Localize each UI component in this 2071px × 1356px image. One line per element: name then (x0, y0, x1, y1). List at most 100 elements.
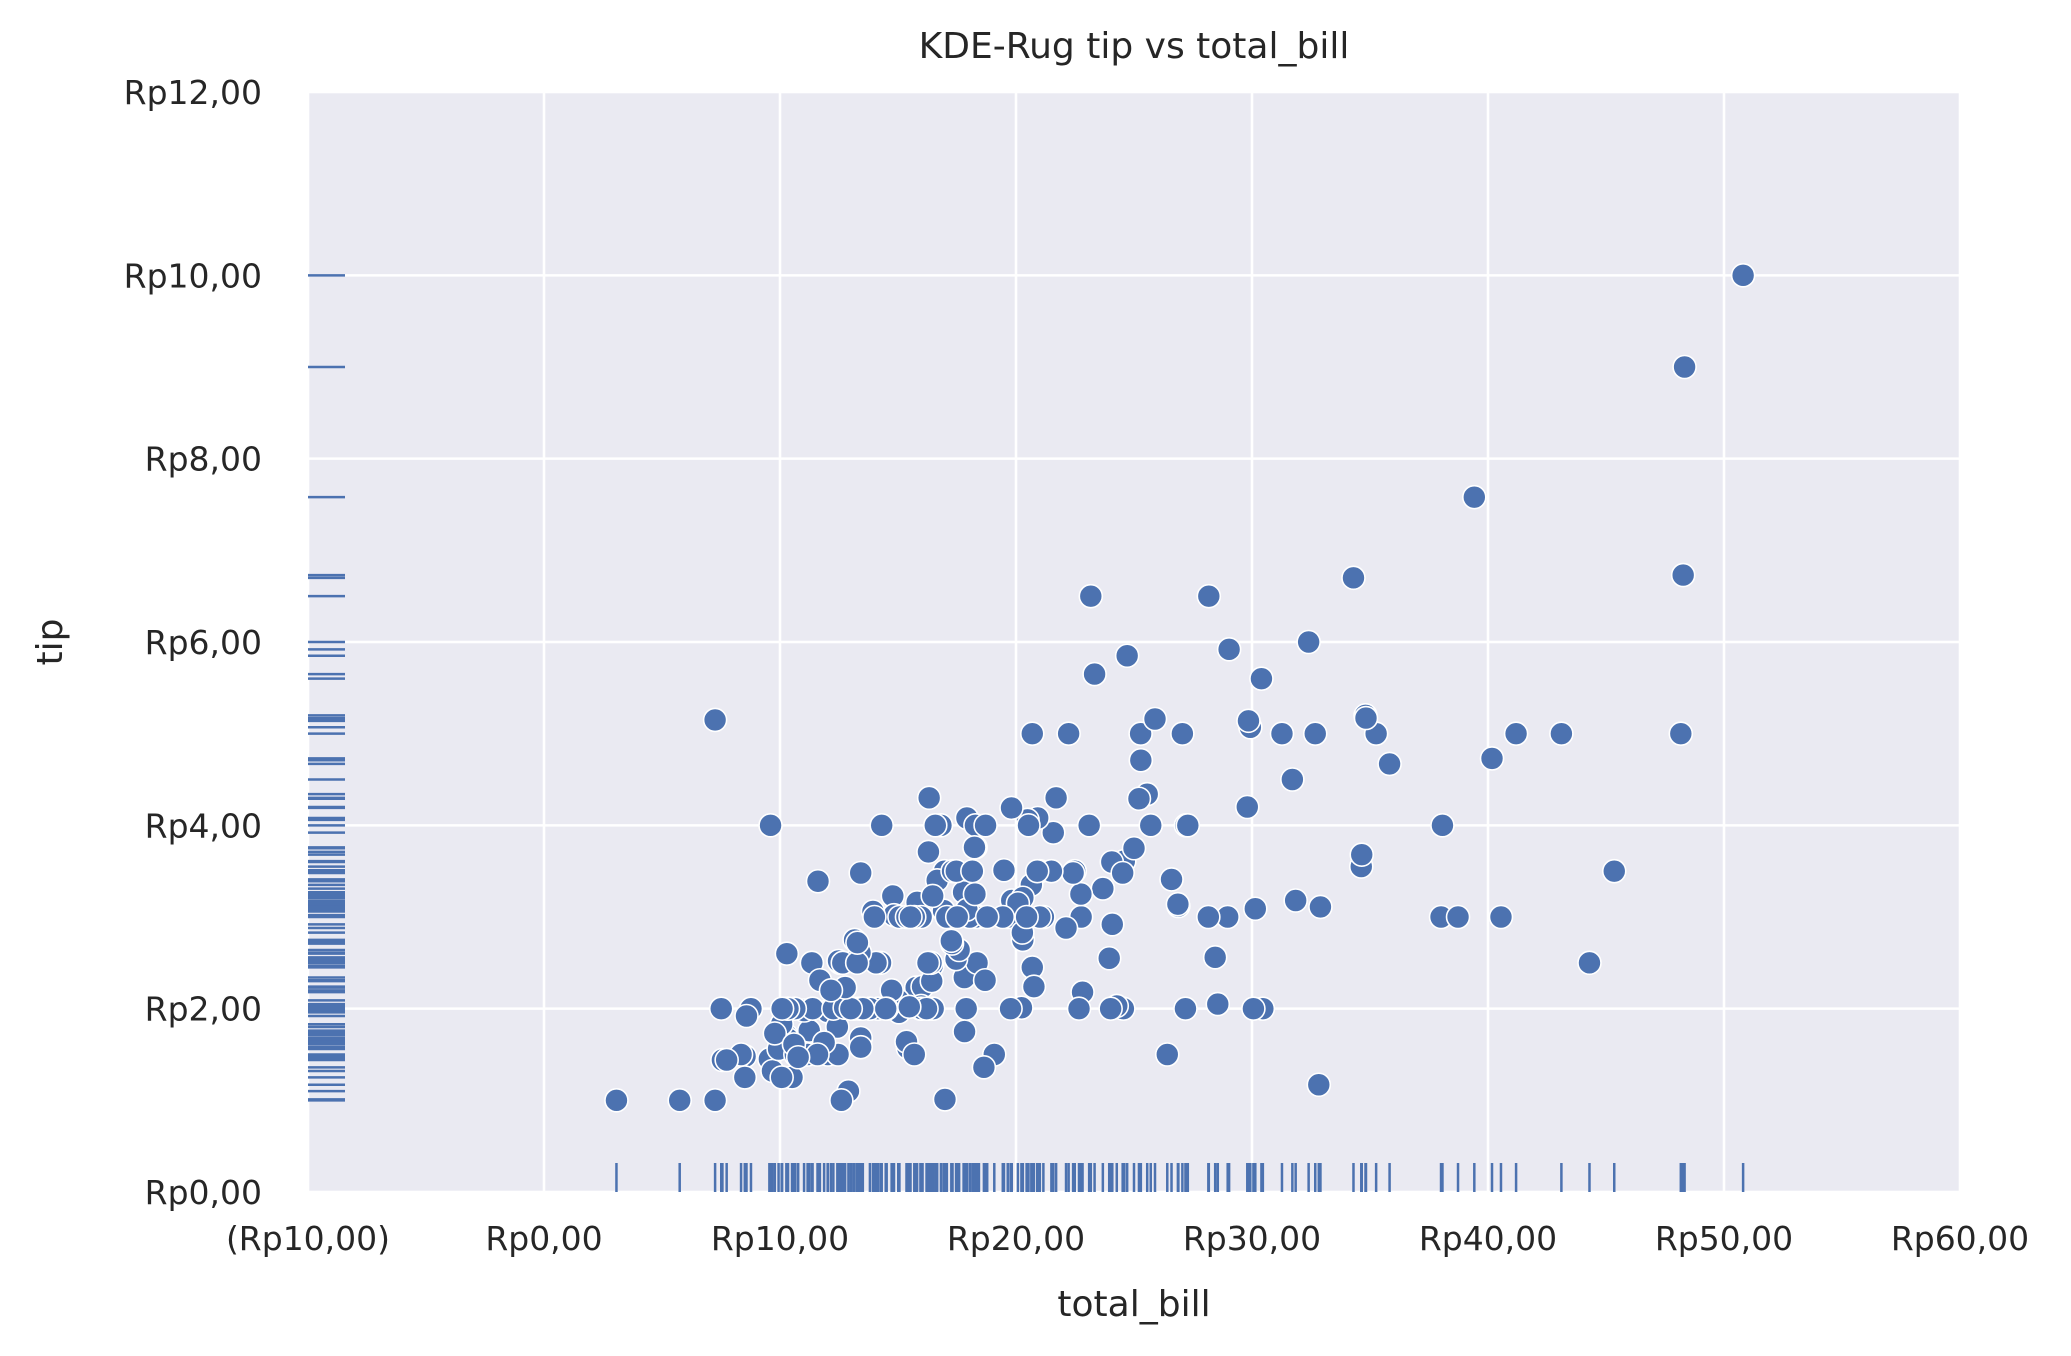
x-tick-label: Rp60,00 (1891, 1219, 2029, 1258)
data-point (1577, 950, 1602, 976)
grid (306, 90, 1962, 1194)
y-tick-label: Rp4,00 (145, 806, 262, 845)
data-point (1377, 751, 1402, 777)
data-point (1216, 637, 1242, 662)
data-point (1098, 996, 1123, 1021)
data-point (973, 813, 998, 838)
data-point (1040, 820, 1066, 845)
data-point (1462, 484, 1487, 510)
data-point (869, 813, 895, 838)
data-point (939, 928, 964, 954)
data-point (922, 813, 948, 838)
data-point (1196, 904, 1221, 930)
data-point (1138, 813, 1164, 838)
data-point (1349, 842, 1375, 867)
data-point (1170, 721, 1195, 746)
data-point (952, 1019, 977, 1044)
data-point (1068, 881, 1094, 907)
data-point (1121, 835, 1147, 861)
data-point (805, 868, 831, 894)
x-tick-label: Rp0,00 (485, 1219, 602, 1258)
data-point (732, 1065, 758, 1090)
x-tick-label: Rp50,00 (1655, 1219, 1793, 1258)
data-point (1175, 813, 1201, 838)
data-point (1016, 813, 1041, 838)
data-point (1142, 706, 1168, 732)
data-point (1280, 767, 1305, 792)
y-axis-ticks: Rp0,00 Rp2,00 Rp4,00 Rp6,00 Rp8,00 Rp10,00 Rp1… (124, 73, 262, 1212)
y-tick-label: Rp8,00 (145, 440, 262, 479)
data-point (1114, 643, 1140, 669)
data-point (962, 835, 987, 860)
data-point (774, 941, 800, 966)
data-point (862, 904, 887, 930)
data-point (944, 904, 970, 930)
data-point (873, 996, 899, 1021)
data-point (1445, 904, 1471, 930)
y-axis-label: tip (30, 619, 71, 666)
data-point (1024, 858, 1050, 884)
data-point (1043, 785, 1069, 811)
data-point (1672, 354, 1697, 380)
x-tick-label: Rp40,00 (1419, 1219, 1557, 1258)
data-point (1110, 860, 1135, 886)
data-point (991, 857, 1017, 883)
data-point (897, 994, 922, 1020)
data-point (1306, 1072, 1332, 1098)
data-point (848, 860, 874, 886)
data-point (932, 1087, 958, 1112)
data-point (604, 1088, 629, 1113)
data-point (818, 978, 844, 1003)
data-points (604, 263, 1756, 1113)
data-point (708, 996, 734, 1021)
data-point (1173, 996, 1198, 1021)
data-point (960, 858, 985, 884)
data-point (1078, 583, 1104, 609)
x-axis-label: total_bill (1057, 1284, 1210, 1325)
y-tick-label: Rp2,00 (145, 990, 262, 1029)
data-point (1066, 996, 1092, 1021)
data-point (1090, 876, 1116, 901)
data-point (734, 1003, 759, 1029)
data-point (1283, 888, 1308, 913)
data-point (714, 1047, 739, 1073)
data-point (998, 996, 1023, 1021)
data-point (1060, 860, 1086, 886)
y-tick-label: Rp10,00 (124, 256, 262, 295)
data-point (848, 1034, 874, 1060)
data-point (1249, 666, 1274, 691)
data-point (1236, 708, 1261, 734)
x-axis-ticks: (Rp10,00) Rp0,00 Rp10,00 Rp20,00 Rp30,00 Rp40… (226, 1219, 2029, 1258)
y-tick-label: Rp0,00 (145, 1173, 262, 1212)
data-point (702, 1088, 728, 1113)
x-tick-label: Rp20,00 (947, 1219, 1085, 1258)
data-point (1353, 705, 1379, 731)
data-point (762, 1021, 788, 1046)
data-point (1154, 1042, 1180, 1067)
data-point (1488, 904, 1514, 930)
data-point (974, 904, 1000, 930)
data-point (1308, 894, 1333, 920)
data-point (1601, 858, 1627, 884)
data-point (1234, 794, 1260, 820)
data-point (1053, 915, 1079, 941)
data-point (1126, 786, 1152, 812)
data-point (920, 883, 945, 909)
data-point (758, 813, 783, 838)
y-tick-label: Rp6,00 (145, 623, 262, 662)
data-point (769, 996, 795, 1021)
data-point (1159, 867, 1184, 892)
data-point (1165, 891, 1191, 917)
data-point (999, 795, 1024, 821)
data-point (1021, 974, 1047, 999)
data-point (1302, 721, 1328, 746)
data-point (1479, 746, 1505, 771)
data-point (1205, 991, 1231, 1017)
data-point (915, 950, 941, 976)
data-point (667, 1088, 693, 1113)
data-point (1668, 721, 1694, 746)
data-point (1099, 912, 1125, 937)
data-point (1549, 721, 1574, 746)
data-point (1730, 263, 1756, 288)
